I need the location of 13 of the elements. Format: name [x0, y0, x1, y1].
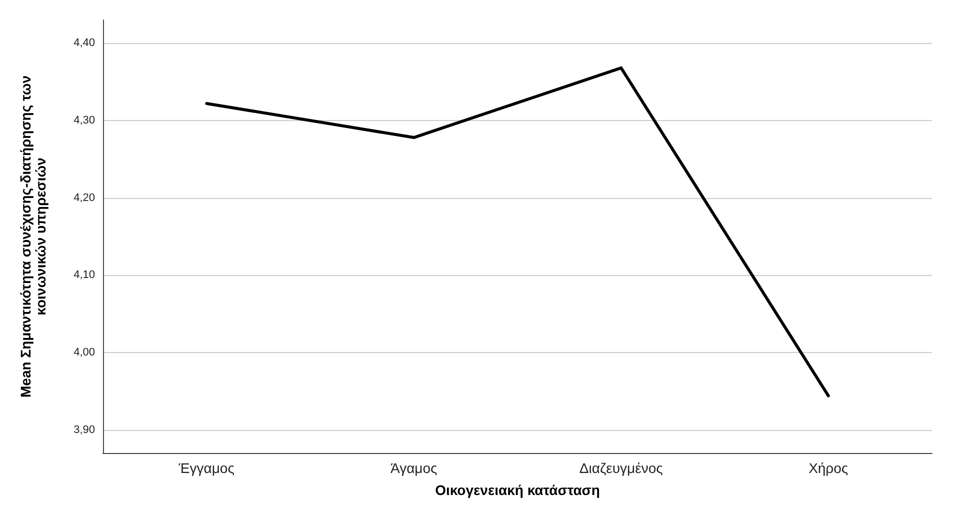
y-tick-label: 4,30 — [74, 114, 95, 127]
x-tick-label: Έγγαμος — [178, 460, 235, 476]
y-tick-label: 4,10 — [74, 269, 95, 282]
x-tick-label: Χήρος — [808, 460, 848, 476]
x-axis-title: Οικογενειακή κατάσταση — [435, 482, 600, 498]
y-tick-label: 4,40 — [74, 37, 95, 50]
x-tick-label: Άγαμος — [390, 460, 438, 476]
y-tick-label: 3,90 — [74, 424, 95, 436]
y-tick-label: 4,20 — [74, 192, 95, 204]
y-axis-title: Mean Σημαντικότητα συνέχισης-διατήρησης των κοινωνικών υπηρεσιών — [18, 75, 48, 398]
y-tick-label: 4,00 — [74, 346, 95, 358]
line-series — [205, 66, 830, 398]
x-tick-label: Διαζευγμένος — [579, 460, 664, 476]
